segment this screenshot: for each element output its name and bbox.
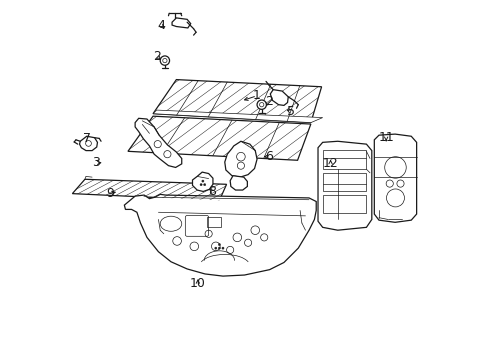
Circle shape (160, 56, 169, 65)
Circle shape (203, 184, 205, 186)
Circle shape (222, 247, 224, 249)
Circle shape (214, 247, 217, 249)
Bar (322, 173, 366, 191)
Text: 2: 2 (264, 95, 272, 108)
Text: 10: 10 (189, 278, 205, 291)
Bar (206, 217, 221, 227)
Polygon shape (172, 18, 190, 28)
Circle shape (200, 184, 202, 186)
Text: 7: 7 (83, 132, 91, 145)
Polygon shape (135, 118, 182, 167)
Polygon shape (124, 194, 316, 276)
Polygon shape (373, 134, 416, 222)
Bar (322, 149, 366, 169)
Bar (322, 195, 366, 213)
Text: 9: 9 (106, 187, 114, 200)
Text: 5: 5 (286, 105, 295, 118)
Text: 8: 8 (208, 185, 216, 198)
Text: 2: 2 (152, 50, 160, 63)
Polygon shape (153, 80, 321, 123)
Text: 3: 3 (92, 156, 100, 169)
Polygon shape (317, 141, 371, 230)
Circle shape (218, 243, 220, 246)
Polygon shape (224, 141, 257, 177)
Circle shape (202, 180, 203, 182)
Text: 4: 4 (157, 19, 165, 32)
Polygon shape (153, 110, 322, 123)
Circle shape (257, 100, 266, 109)
Polygon shape (192, 172, 212, 192)
Text: 6: 6 (264, 150, 272, 163)
Polygon shape (72, 179, 226, 201)
Polygon shape (230, 176, 247, 190)
Circle shape (218, 247, 220, 249)
Polygon shape (270, 90, 287, 105)
Polygon shape (128, 116, 310, 160)
Text: 1: 1 (253, 89, 261, 102)
Polygon shape (80, 136, 97, 150)
Text: 12: 12 (322, 157, 338, 170)
Text: 11: 11 (378, 131, 393, 144)
